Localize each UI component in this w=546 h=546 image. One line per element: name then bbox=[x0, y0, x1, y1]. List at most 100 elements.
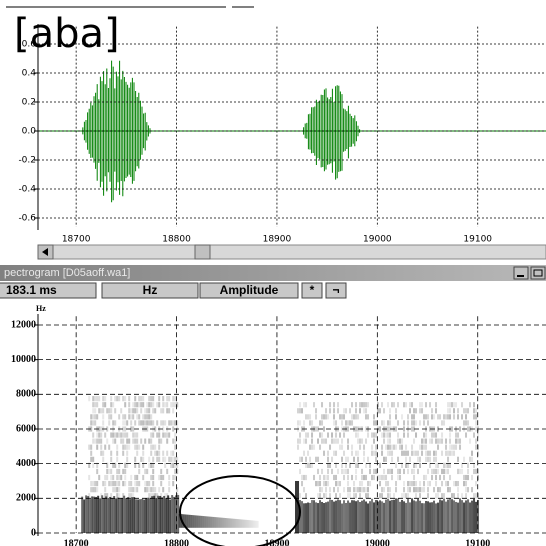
spectral-energy bbox=[140, 439, 142, 444]
spectral-energy bbox=[355, 475, 357, 480]
spectral-energy bbox=[307, 503, 309, 533]
spectral-energy bbox=[335, 501, 337, 533]
spectral-energy bbox=[355, 451, 357, 456]
spectral-energy bbox=[357, 451, 359, 456]
spectral-energy bbox=[475, 420, 477, 425]
spectral-energy bbox=[403, 493, 405, 498]
spectral-energy bbox=[343, 469, 345, 474]
spectral-energy bbox=[247, 520, 249, 528]
spectral-energy bbox=[383, 469, 385, 474]
spectral-energy bbox=[359, 502, 361, 533]
spectral-energy bbox=[319, 420, 321, 425]
spectral-energy bbox=[337, 469, 339, 474]
spectral-energy bbox=[439, 487, 441, 492]
spectral-energy bbox=[90, 481, 92, 486]
spectral-energy bbox=[357, 487, 359, 492]
restore-button[interactable] bbox=[531, 267, 545, 279]
spectral-energy bbox=[327, 451, 329, 456]
spectral-energy bbox=[116, 457, 118, 462]
spectral-energy bbox=[152, 402, 154, 407]
spectral-energy bbox=[449, 487, 451, 492]
spectral-energy bbox=[116, 396, 118, 401]
spectral-energy bbox=[389, 439, 391, 444]
spectral-energy bbox=[93, 497, 95, 533]
spectral-energy bbox=[467, 499, 469, 533]
spectral-energy bbox=[106, 469, 108, 474]
spectral-energy bbox=[335, 451, 337, 456]
spectral-energy bbox=[409, 457, 411, 462]
spectral-energy bbox=[403, 469, 405, 474]
spectral-energy bbox=[122, 469, 124, 474]
spectral-energy bbox=[449, 402, 451, 407]
scrollbar[interactable] bbox=[38, 245, 546, 259]
spectral-energy bbox=[311, 439, 313, 444]
spectral-energy bbox=[383, 475, 385, 480]
spectral-energy bbox=[150, 414, 152, 419]
spectral-energy bbox=[156, 402, 158, 407]
spectral-energy bbox=[403, 426, 405, 431]
spectral-energy bbox=[391, 451, 393, 456]
spectral-energy bbox=[140, 396, 142, 401]
spectral-energy bbox=[124, 432, 126, 437]
scroll-thumb[interactable] bbox=[195, 245, 210, 259]
spectral-energy bbox=[104, 481, 106, 486]
spectral-energy bbox=[150, 445, 152, 450]
spectral-energy bbox=[162, 402, 164, 407]
spectral-energy bbox=[173, 497, 175, 533]
spectral-energy bbox=[152, 487, 154, 492]
spectral-energy bbox=[327, 502, 329, 533]
spectral-energy bbox=[170, 420, 172, 425]
spectral-energy bbox=[313, 475, 315, 480]
spectral-energy bbox=[339, 481, 341, 486]
spectral-energy bbox=[449, 451, 451, 456]
spectral-energy bbox=[100, 432, 102, 437]
spectral-energy bbox=[138, 445, 140, 450]
spectral-energy bbox=[451, 402, 453, 407]
spectral-energy bbox=[134, 402, 136, 407]
spectral-energy bbox=[391, 445, 393, 450]
spectral-energy bbox=[313, 402, 315, 407]
spectral-energy bbox=[369, 501, 371, 533]
toolbar-button-label: * bbox=[310, 283, 315, 297]
spectral-energy bbox=[144, 481, 146, 486]
spectral-energy bbox=[447, 408, 449, 413]
spectral-energy bbox=[148, 457, 150, 462]
spectral-energy bbox=[152, 445, 154, 450]
spectral-energy bbox=[156, 432, 158, 437]
minimize-button[interactable] bbox=[514, 267, 528, 279]
spectral-energy bbox=[299, 493, 301, 498]
spectral-energy bbox=[389, 420, 391, 425]
spectral-energy bbox=[172, 439, 174, 444]
spectral-energy bbox=[193, 515, 195, 528]
spectral-energy bbox=[369, 481, 371, 486]
spectral-energy bbox=[343, 432, 345, 437]
spectral-energy bbox=[299, 432, 301, 437]
spectral-energy bbox=[117, 498, 119, 533]
spectral-energy bbox=[381, 451, 383, 456]
spectral-energy bbox=[92, 408, 94, 413]
spectral-energy bbox=[98, 408, 100, 413]
spectral-energy bbox=[130, 481, 132, 486]
spectral-energy bbox=[122, 481, 124, 486]
spectral-energy bbox=[391, 402, 393, 407]
spectral-energy bbox=[429, 451, 431, 456]
spectral-energy bbox=[361, 501, 363, 533]
spectral-energy bbox=[413, 487, 415, 492]
spectral-energy bbox=[94, 396, 96, 401]
spectral-energy bbox=[92, 402, 94, 407]
spectral-energy bbox=[415, 501, 417, 533]
spectral-energy bbox=[174, 469, 176, 474]
spectral-energy bbox=[100, 439, 102, 444]
spectral-energy bbox=[162, 457, 164, 462]
spectral-energy bbox=[99, 498, 101, 533]
spectral-energy bbox=[449, 445, 451, 450]
spectral-energy bbox=[411, 498, 413, 533]
spectral-energy bbox=[108, 481, 110, 486]
spectral-energy bbox=[115, 498, 117, 533]
spectral-energy bbox=[415, 487, 417, 492]
spectral-energy bbox=[307, 414, 309, 419]
spectral-energy bbox=[126, 439, 128, 444]
spectral-energy bbox=[453, 481, 455, 486]
spectral-energy bbox=[323, 475, 325, 480]
spectral-energy bbox=[227, 518, 229, 528]
